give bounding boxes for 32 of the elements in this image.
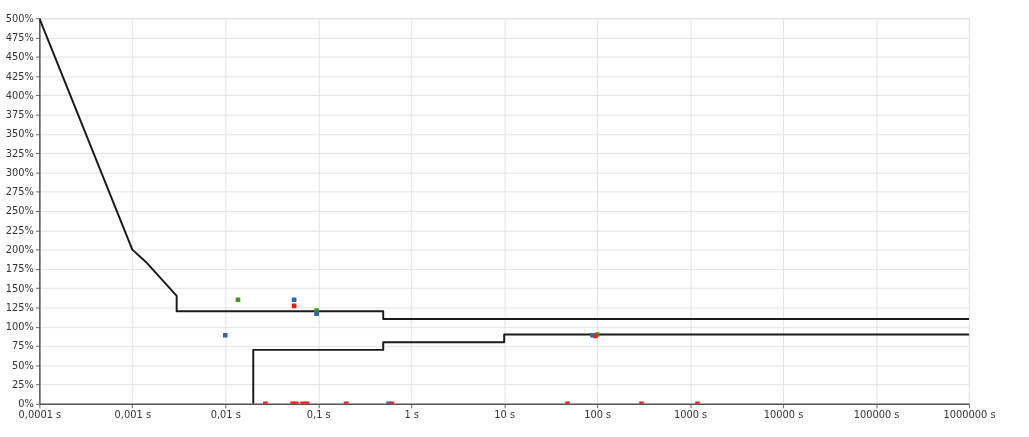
x-tick-label: 1000 s: [673, 409, 708, 421]
y-tick-label: 350%: [5, 128, 34, 140]
y-tick-label: 250%: [5, 205, 34, 217]
x-tick-label: 1000000 s: [943, 409, 996, 421]
y-tick-label: 100%: [5, 321, 34, 333]
x-tick-label: 1 s: [404, 409, 419, 421]
x-tick-label: 100 s: [584, 409, 612, 421]
y-tick-label: 400%: [5, 89, 34, 101]
y-tick-label: 125%: [5, 301, 34, 313]
y-tick-label: 0%: [18, 398, 34, 410]
x-tick-label: 100000 s: [853, 409, 900, 421]
x-tick-label: 0,1 s: [306, 409, 331, 421]
y-tick-label: 25%: [12, 379, 34, 391]
y-tick-label: 275%: [5, 186, 34, 198]
y-tick-label: 325%: [5, 147, 34, 159]
y-tick-label: 500%: [5, 12, 34, 24]
y-tick-label: 475%: [5, 31, 34, 43]
y-tick-label: 375%: [5, 109, 34, 121]
y-tick-label: 425%: [5, 70, 34, 82]
x-tick-label: 0,001 s: [114, 409, 151, 421]
x-tick-label: 0,0001 s: [18, 409, 62, 421]
y-tick-label: 50%: [12, 359, 34, 371]
x-tick-label: 10000 s: [763, 409, 804, 421]
y-tick-label: 75%: [12, 340, 34, 352]
y-tick-label: 175%: [5, 263, 34, 275]
y-tick-label: 450%: [5, 51, 34, 63]
y-tick-label: 150%: [5, 282, 34, 294]
x-tick-label: 0,01 s: [210, 409, 241, 421]
y-tick-label: 225%: [5, 224, 34, 236]
y-tick-label: 300%: [5, 166, 34, 178]
y-tick-label: 200%: [5, 244, 34, 256]
x-tick-label: 10 s: [494, 409, 516, 421]
